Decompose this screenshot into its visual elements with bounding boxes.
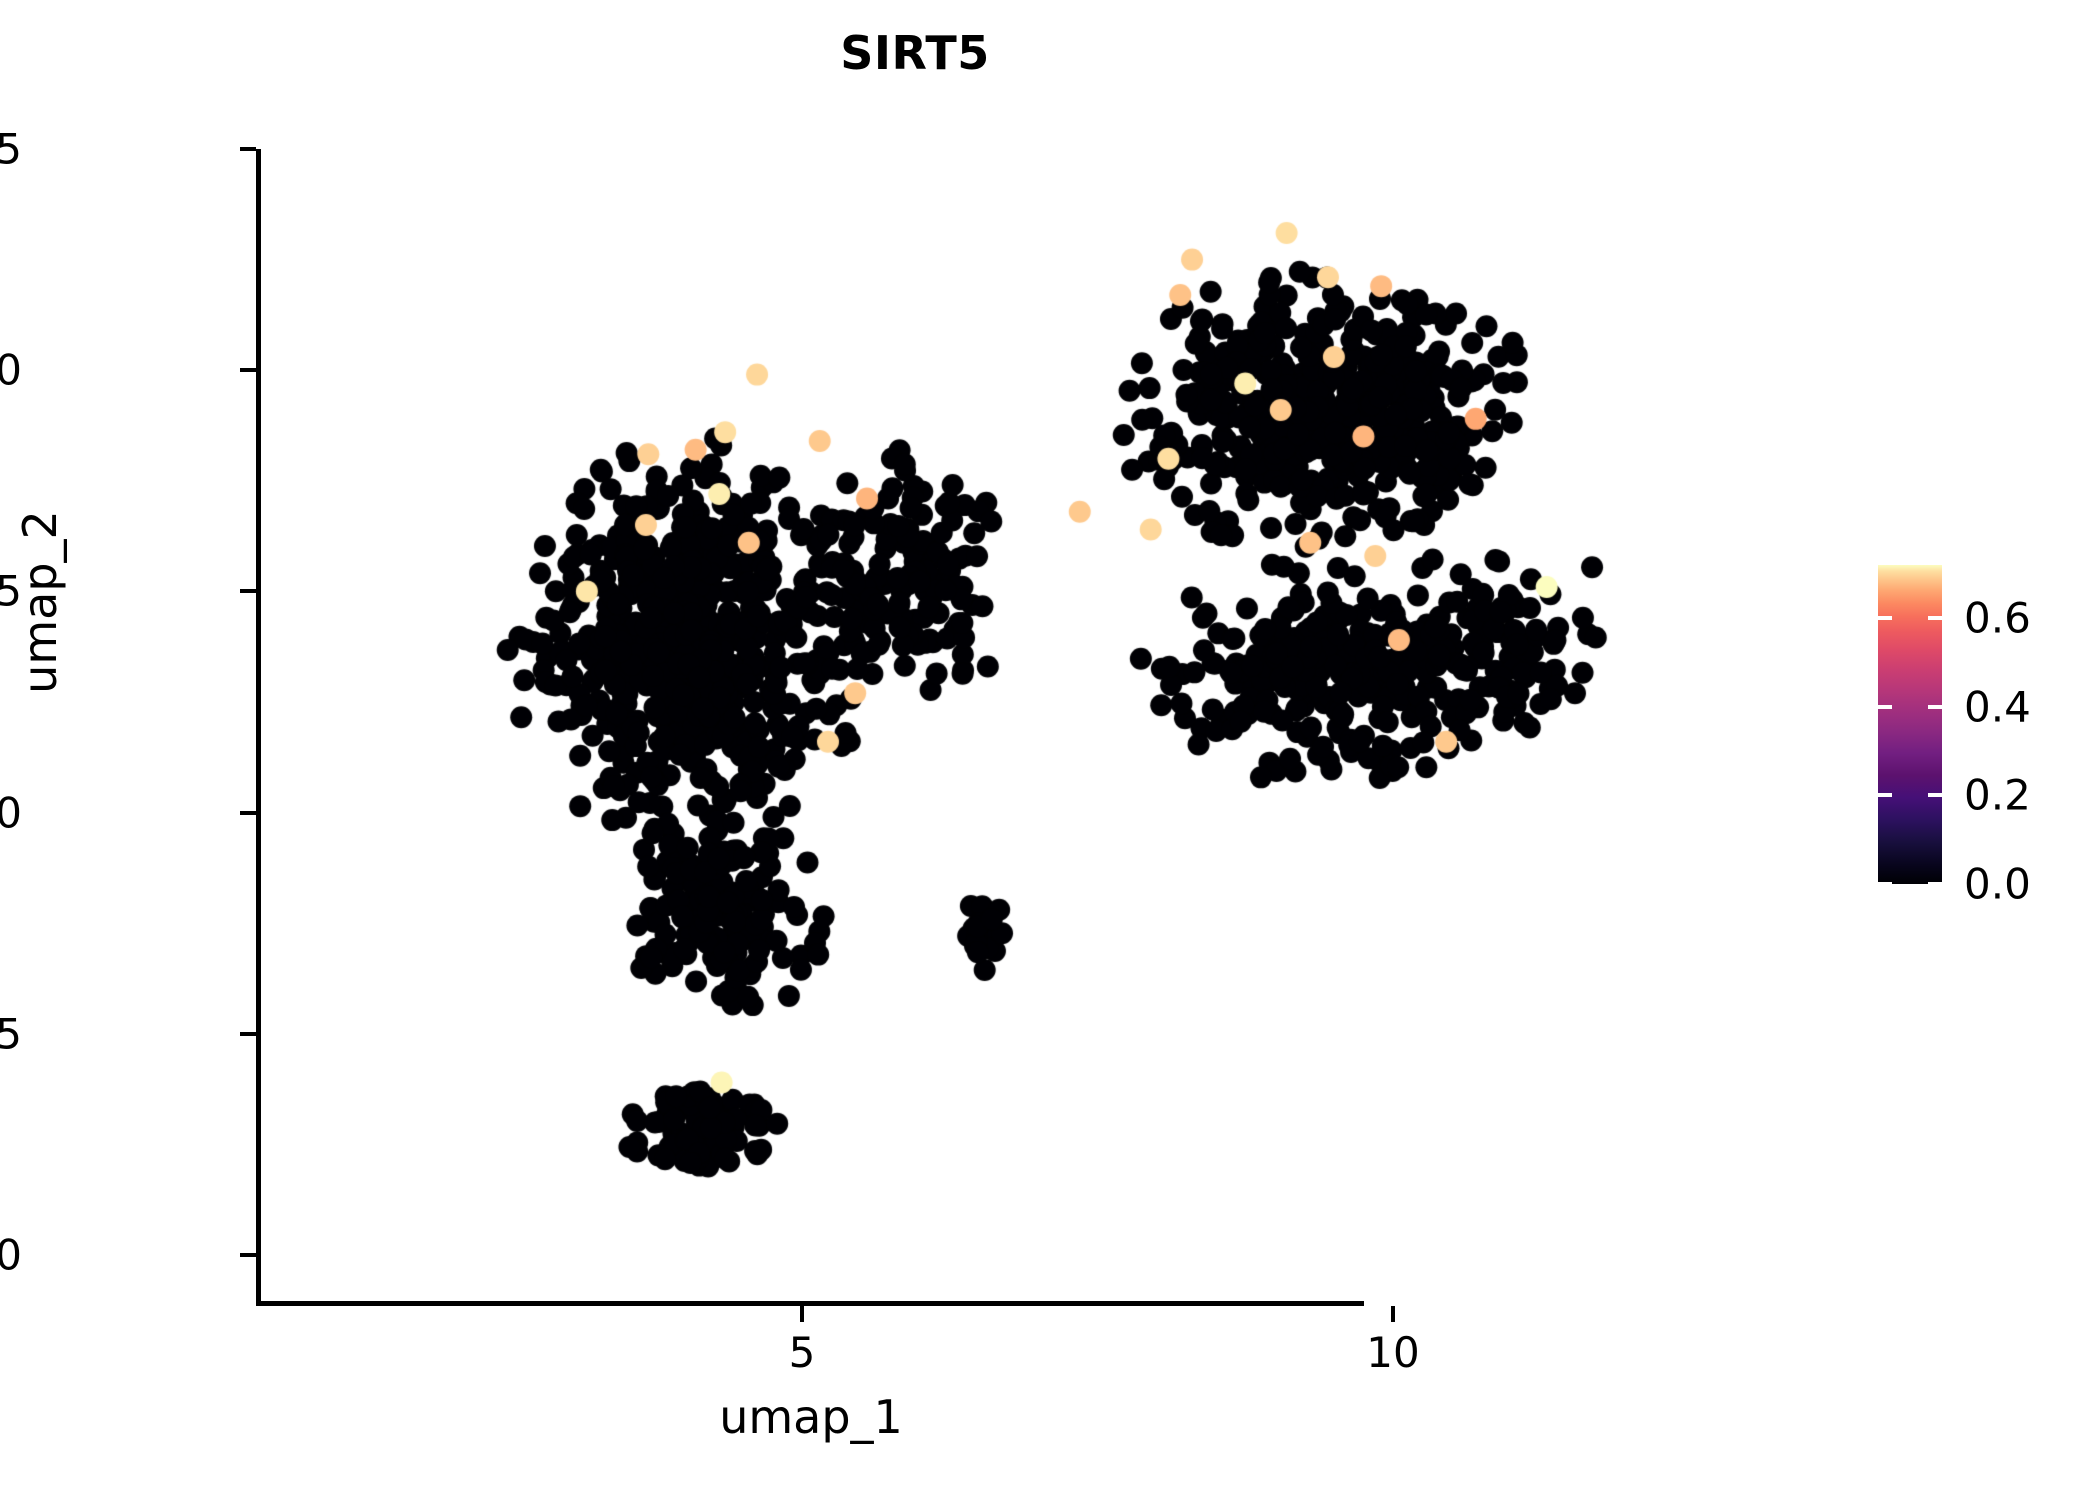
colorbar-tick-mark (1878, 882, 1892, 886)
x-tick-mark (800, 1306, 804, 1322)
y-tick-label: 2.5 (0, 1009, 22, 1059)
y-tick-mark (240, 1253, 256, 1257)
y-tick-mark (240, 368, 256, 373)
x-tick-label: 10 (1366, 1328, 1420, 1377)
y-tick-mark (240, 810, 256, 815)
y-tick-label: 5.0 (0, 788, 22, 838)
y-tick-label: 12.5 (0, 124, 22, 174)
x-axis-spine (258, 1301, 1364, 1306)
colorbar-tick-label: 0.4 (1964, 682, 2031, 732)
y-tick-mark (240, 1031, 256, 1036)
x-axis-label: umap_1 (719, 1390, 903, 1444)
x-tick-mark (1391, 1306, 1395, 1322)
colorbar-tick-mark (1928, 793, 1942, 798)
y-tick-mark (240, 147, 256, 151)
colorbar-tick-mark (1878, 616, 1892, 621)
colorbar-gradient (1878, 565, 1942, 884)
colorbar-tick-label: 0.2 (1964, 770, 2031, 820)
colorbar-tick-label: 0.6 (1964, 593, 2031, 643)
colorbar-tick-mark (1878, 793, 1892, 798)
colorbar-tick-mark (1928, 882, 1942, 886)
y-tick-label: 10.0 (0, 345, 22, 395)
x-tick-label: 5 (788, 1328, 816, 1377)
colorbar-tick-mark (1928, 704, 1942, 709)
y-tick-mark (240, 589, 256, 594)
colorbar-tick-mark (1928, 616, 1942, 621)
colorbar-tick-mark (1878, 704, 1892, 709)
y-tick-label: 0.0 (0, 1230, 22, 1280)
y-axis-spine (256, 149, 261, 1306)
y-axis-label: umap_2 (13, 510, 67, 694)
y-tick-label: 7.5 (0, 566, 22, 616)
colorbar: 0.0 0.2 0.4 0.6 (1878, 565, 2031, 909)
colorbar-tick-label: 0.0 (1964, 859, 2031, 909)
